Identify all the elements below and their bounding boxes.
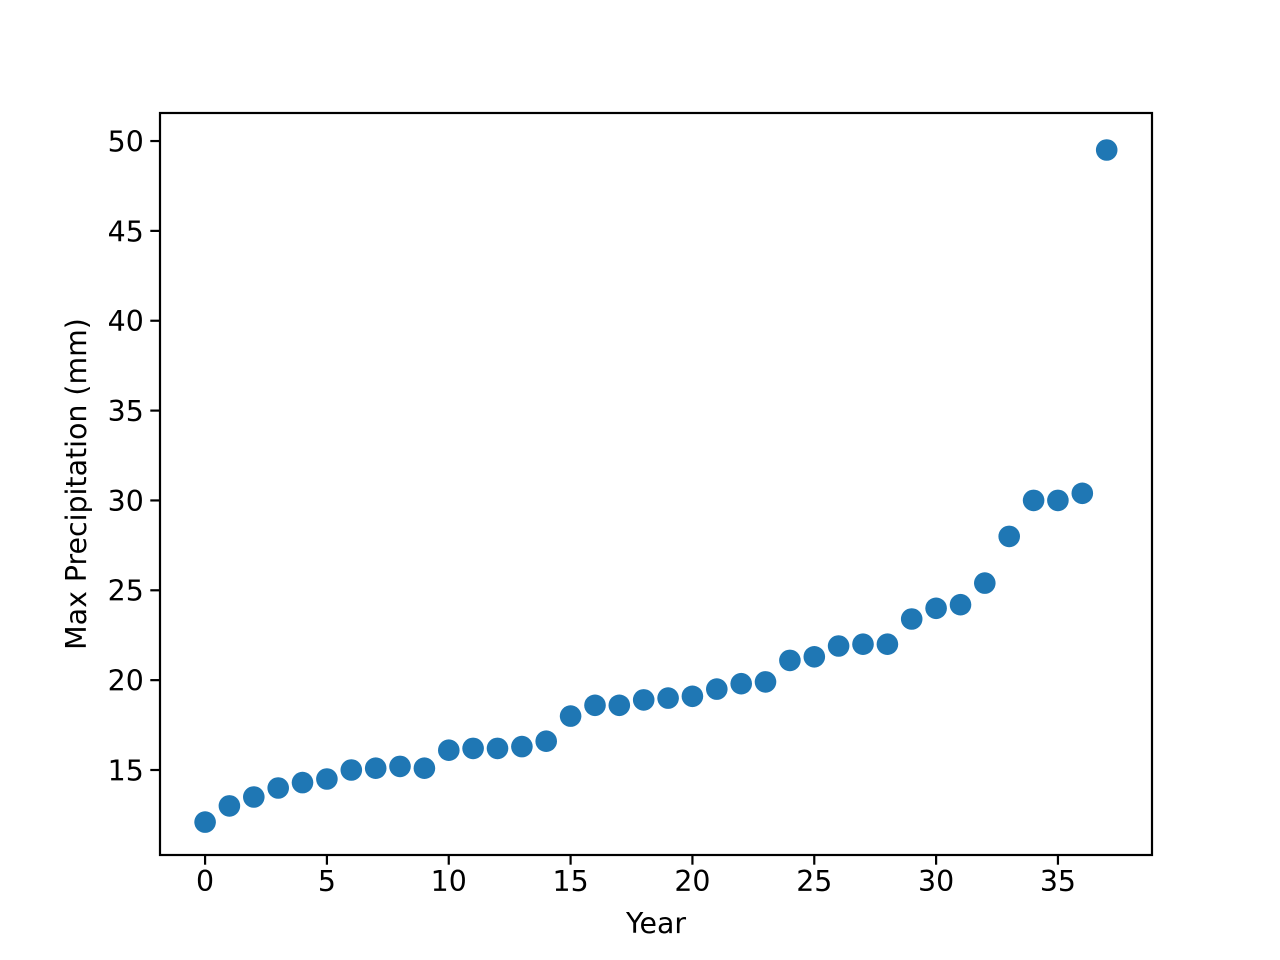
data-point [535, 730, 557, 752]
data-point [876, 633, 899, 655]
data-point [340, 759, 363, 781]
data-point [657, 687, 679, 709]
data-point [267, 777, 290, 799]
data-point [389, 755, 411, 778]
x-tick-label: 35 [1040, 865, 1076, 898]
data-point [998, 525, 1020, 548]
data-point [511, 735, 533, 758]
data-point [194, 811, 216, 833]
data-point [438, 739, 460, 761]
y-tick-label: 30 [108, 485, 144, 518]
data-point [1095, 139, 1118, 161]
data-point [584, 694, 606, 717]
x-axis-label: Year [625, 907, 686, 940]
data-point [1022, 489, 1045, 512]
data-point [706, 678, 728, 700]
data-point [291, 771, 314, 794]
data-point [608, 694, 631, 717]
x-tick-label: 30 [918, 865, 954, 898]
data-point [949, 593, 972, 616]
data-point [486, 737, 509, 760]
y-tick-label: 25 [108, 575, 144, 608]
data-point [681, 685, 704, 708]
data-point [1071, 482, 1094, 505]
data-point [316, 768, 338, 790]
data-point [632, 689, 655, 711]
data-point [218, 795, 241, 817]
y-tick-label: 40 [108, 305, 144, 338]
data-point [364, 757, 387, 779]
y-axis-label: Max Precipitation (mm) [60, 318, 93, 650]
x-tick-label: 20 [674, 865, 710, 898]
data-point [1047, 489, 1069, 512]
x-tick-label: 10 [431, 865, 467, 898]
y-tick-label: 50 [108, 125, 144, 158]
data-point [900, 608, 923, 630]
y-tick-label: 20 [108, 665, 144, 698]
data-point [243, 786, 265, 808]
data-point [852, 633, 874, 655]
data-point [559, 705, 582, 727]
x-tick-label: 5 [318, 865, 336, 898]
plot-area [158, 111, 1154, 857]
y-tick-label: 35 [108, 395, 144, 428]
x-tick-label: 25 [796, 865, 832, 898]
data-point [827, 635, 850, 657]
data-points [194, 139, 1118, 833]
data-point [925, 597, 947, 620]
y-axis-ticks: 15 20 25 30 35 40 45 50 [108, 125, 160, 787]
data-point [730, 672, 752, 695]
data-point [974, 572, 996, 594]
data-point [754, 671, 777, 693]
x-axis-ticks: 0 5 10 15 20 25 30 35 [196, 855, 1076, 898]
data-point [803, 646, 826, 668]
x-tick-label: 15 [553, 865, 589, 898]
y-tick-label: 45 [108, 215, 144, 248]
data-point [462, 737, 484, 760]
data-point [779, 649, 801, 672]
y-tick-label: 15 [108, 754, 144, 787]
x-tick-label: 0 [196, 865, 214, 898]
data-point [413, 757, 436, 779]
